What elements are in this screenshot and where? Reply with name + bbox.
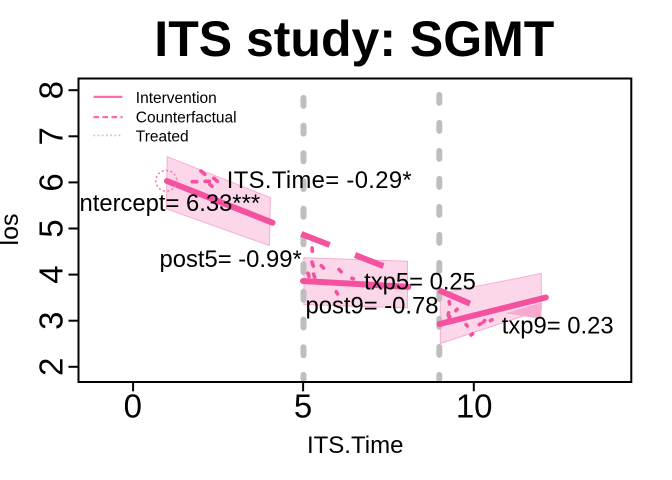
svg-text:ITS study: SGMT: ITS study: SGMT (154, 11, 554, 67)
svg-text:8: 8 (33, 81, 70, 99)
svg-text:3: 3 (33, 312, 70, 330)
svg-text:Treated: Treated (136, 129, 189, 146)
svg-text:los: los (0, 214, 24, 246)
svg-text:6: 6 (33, 173, 70, 191)
svg-text:txp5= 0.25: txp5= 0.25 (364, 268, 476, 295)
svg-text:4: 4 (33, 265, 70, 283)
svg-text:ITS.Time: ITS.Time (307, 432, 403, 459)
svg-text:7: 7 (33, 127, 70, 145)
svg-text:5: 5 (294, 387, 312, 424)
svg-text:post9= -0.78: post9= -0.78 (306, 292, 439, 319)
svg-text:Intervention: Intervention (136, 90, 217, 107)
svg-text:post5= -0.99*: post5= -0.99* (160, 246, 302, 273)
svg-text:txp9= 0.23: txp9= 0.23 (502, 313, 614, 340)
svg-text:ITS.Time= -0.29*: ITS.Time= -0.29* (227, 167, 412, 194)
svg-text:5: 5 (33, 219, 70, 237)
svg-text:10: 10 (456, 387, 493, 424)
svg-text:ntercept= 6.33***: ntercept= 6.33*** (80, 190, 261, 217)
svg-text:0: 0 (124, 387, 142, 424)
svg-text:Counterfactual: Counterfactual (136, 110, 237, 127)
svg-text:2: 2 (33, 358, 70, 376)
